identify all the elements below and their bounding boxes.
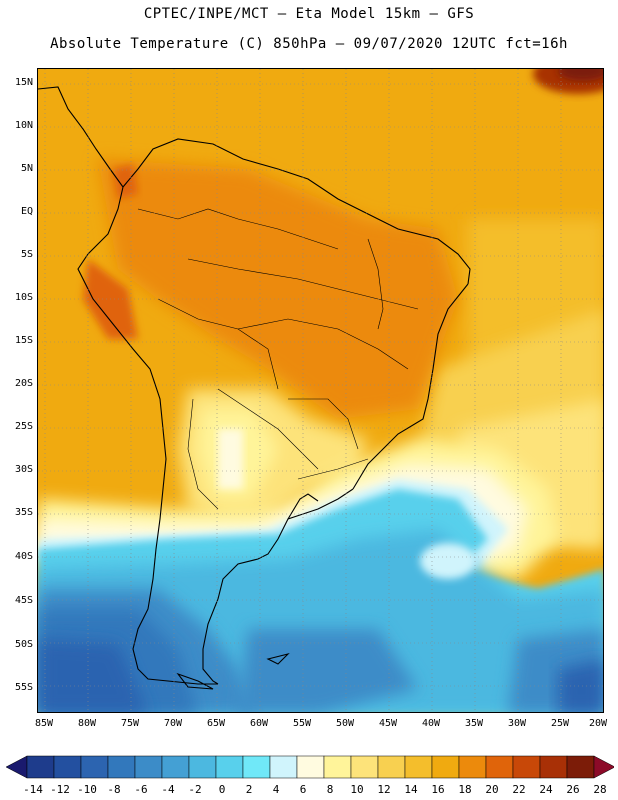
colorbar-label: 18 (458, 783, 472, 796)
lat-label: 25S (14, 421, 33, 432)
colorbar-swatch (539, 755, 568, 779)
title-line-1: CPTEC/INPE/MCT – Eta Model 15km – GFS (143, 6, 475, 22)
colorbar-label: 16 (431, 783, 445, 796)
temperature-map[interactable] (37, 68, 604, 713)
lon-label: 35W (464, 718, 484, 729)
colorbar-label: -8 (107, 783, 121, 796)
gridlines (38, 69, 603, 712)
lon-label: 45W (378, 718, 398, 729)
lat-label: 30S (14, 464, 33, 475)
lat-label: 50S (14, 639, 33, 650)
lat-label: 35S (14, 507, 33, 518)
lon-label: 25W (550, 718, 570, 729)
lon-label: 85W (34, 718, 54, 729)
lon-label: 40W (421, 718, 441, 729)
colorbar-label: 8 (326, 783, 334, 796)
colorbar-label: 24 (539, 783, 553, 796)
colorbar-label: -4 (161, 783, 175, 796)
lon-label: 80W (77, 718, 97, 729)
lon-label: 55W (292, 718, 312, 729)
lat-label: 40S (14, 551, 33, 562)
colorbar-swatch (350, 755, 379, 779)
colorbar-label: 12 (377, 783, 391, 796)
colorbar-label: 14 (404, 783, 418, 796)
colorbar-label: -2 (188, 783, 202, 796)
lon-label: 50W (335, 718, 355, 729)
colorbar (6, 755, 614, 779)
colorbar-swatch (377, 755, 406, 779)
colorbar-label: 26 (566, 783, 580, 796)
temperature-field (38, 69, 603, 712)
lon-label: 30W (507, 718, 527, 729)
lat-label: 15S (14, 335, 33, 346)
lat-label: 10N (14, 120, 33, 131)
colorbar-swatch (512, 755, 541, 779)
colorbar-label: 2 (245, 783, 253, 796)
lat-label: 5N (20, 163, 33, 174)
colorbar-label: -6 (134, 783, 148, 796)
lon-label: 65W (206, 718, 226, 729)
colorbar-swatch (404, 755, 433, 779)
colorbar-swatch (296, 755, 325, 779)
colorbar-swatch (242, 755, 271, 779)
colorbar-swatch (107, 755, 136, 779)
colorbar-max-arrow (593, 755, 614, 779)
colorbar-label: 20 (485, 783, 499, 796)
colorbar-swatch (269, 755, 298, 779)
lon-label: 60W (249, 718, 269, 729)
colorbar-label: -14 (23, 783, 43, 796)
colorbar-label: -12 (50, 783, 70, 796)
colorbar-swatch (53, 755, 82, 779)
title-line-2: Absolute Temperature (C) 850hPa – 09/07/… (50, 36, 568, 52)
lat-label: 5S (20, 249, 33, 260)
lon-label: 20W (588, 718, 608, 729)
lat-label: 45S (14, 595, 33, 606)
colorbar-swatch (566, 755, 595, 779)
colorbar-min-arrow (6, 755, 28, 779)
colorbar-label: 6 (299, 783, 307, 796)
borders (137, 208, 419, 510)
colorbar-swatch (323, 755, 352, 779)
colorbar-swatch (215, 755, 244, 779)
lat-label: 15N (14, 77, 33, 88)
lon-label: 70W (163, 718, 183, 729)
colorbar-label: 0 (218, 783, 226, 796)
lat-label: 55S (14, 682, 33, 693)
lat-label: EQ (20, 206, 33, 217)
colorbar-label: 4 (272, 783, 280, 796)
colorbar-label: 22 (512, 783, 526, 796)
colorbar-swatch (485, 755, 514, 779)
colorbar-label: 28 (593, 783, 607, 796)
colorbar-label: -10 (77, 783, 97, 796)
lat-label: 20S (14, 378, 33, 389)
lat-label: 10S (14, 292, 33, 303)
colorbar-swatch (431, 755, 460, 779)
colorbar-swatch (80, 755, 109, 779)
colorbar-swatch (26, 755, 55, 779)
colorbar-swatch (134, 755, 163, 779)
lon-label: 75W (120, 718, 140, 729)
colorbar-swatch (161, 755, 190, 779)
colorbar-swatch (458, 755, 487, 779)
colorbar-label: 10 (350, 783, 364, 796)
coastlines (38, 86, 471, 690)
colorbar-swatch (188, 755, 217, 779)
